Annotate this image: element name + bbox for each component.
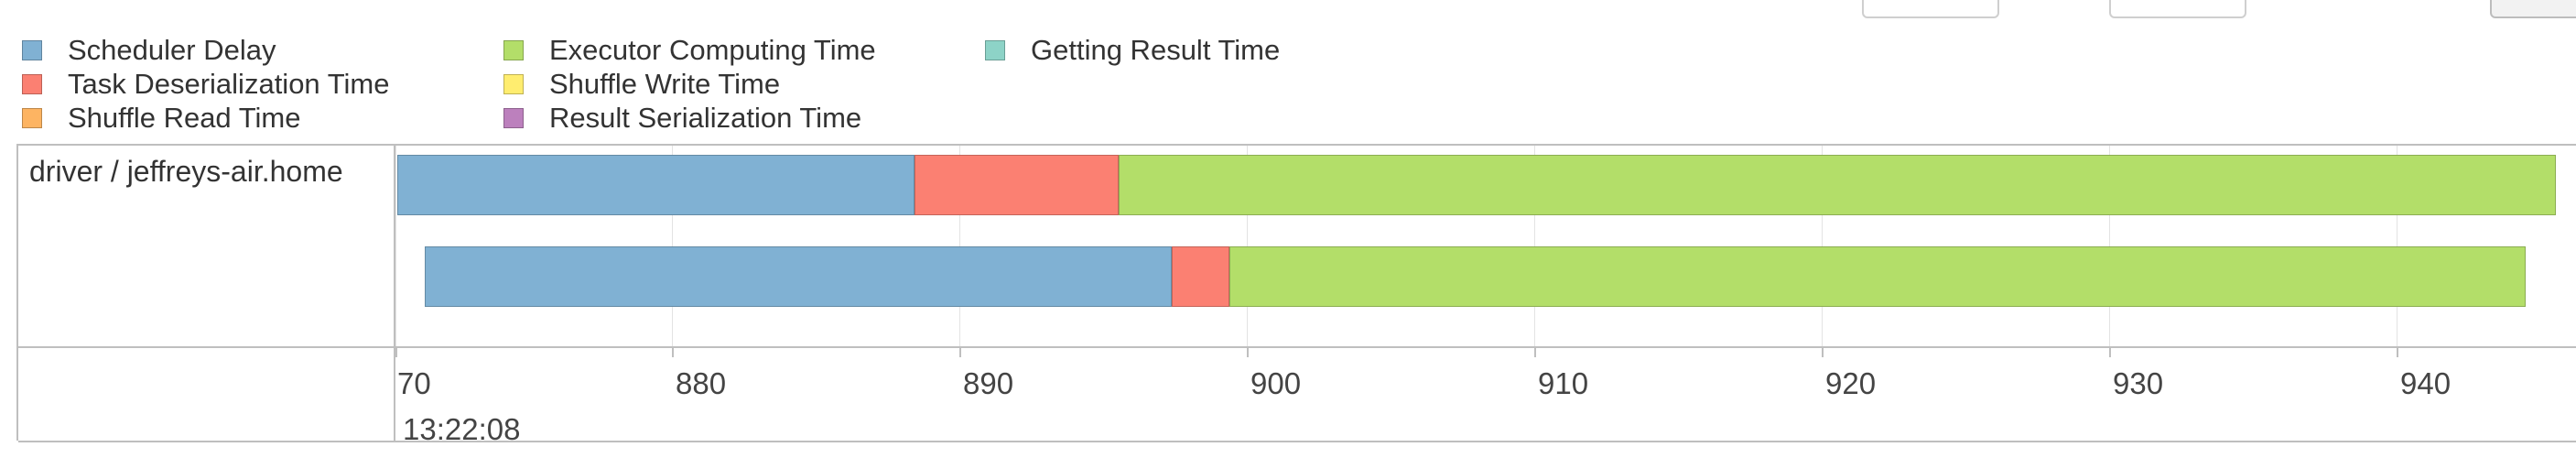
axis-tick-label: 920 [1825,366,1877,400]
task-timeline[interactable]: driver / jeffreys-air.home 70 880 890 90… [16,144,2576,446]
task-2-scheduler-delay-segment[interactable] [425,246,1173,307]
tick-mark [1534,348,1536,357]
tick-mark [672,348,674,357]
tick-mark [395,348,397,357]
timeline-items-area[interactable] [395,146,2576,347]
task-1-task-deserialization-time-segment[interactable] [915,155,1120,215]
tick-mark [1822,348,1824,357]
legend-swatch-shuffle-read [22,108,42,128]
task-1-scheduler-delay-segment[interactable] [397,155,915,215]
toolbar-control-2[interactable] [2109,0,2246,18]
tick-mark [2397,348,2398,357]
legend-label-task-deserialization: Task Deserialization Time [68,68,390,100]
toolbar-control-1[interactable] [1862,0,1999,18]
legend-label-result-serialization: Result Serialization Time [549,102,862,134]
legend-item-shuffle-write: Shuffle Write Time [503,68,781,100]
timeline-bottom-border [18,441,2576,442]
axis-tick-label: 910 [1538,366,1589,400]
tick-mark [959,348,961,357]
legend-item-result-serialization: Result Serialization Time [503,102,862,134]
legend-label-scheduler-delay: Scheduler Delay [68,34,276,66]
legend-item-getting-result: Getting Result Time [985,34,1281,66]
timeline-axis-left-cell [18,348,395,441]
legend-swatch-shuffle-write [503,74,524,94]
axis-tick-label: 940 [2400,366,2452,400]
legend-label-executor-computing: Executor Computing Time [549,34,876,66]
axis-tick-label: 890 [963,366,1014,400]
toolbar-control-3[interactable] [2490,0,2576,18]
legend-label-getting-result: Getting Result Time [1031,34,1281,66]
legend-item-scheduler-delay: Scheduler Delay [22,34,276,66]
legend-item-shuffle-read: Shuffle Read Time [22,102,301,134]
timeline-row-divider [18,346,2576,348]
legend-swatch-scheduler-delay [22,40,42,60]
task-1-executor-computing-time-segment[interactable] [1119,155,2557,215]
legend-item-task-deserialization: Task Deserialization Time [22,68,390,100]
legend-swatch-getting-result [985,40,1005,60]
tick-mark [2109,348,2111,357]
axis-major-time-label: 13:22:08 [403,412,521,446]
executor-group-label: driver / jeffreys-air.home [29,155,343,188]
task-2-task-deserialization-time-segment[interactable] [1172,246,1230,307]
axis-tick-label: 880 [676,366,727,400]
legend-swatch-result-serialization [503,108,524,128]
axis-tick-label: 70 [397,366,431,400]
task-2-executor-computing-time-segment[interactable] [1229,246,2527,307]
timeline-group-label-cell: driver / jeffreys-air.home [18,146,395,347]
axis-tick-label: 930 [2113,366,2164,400]
tick-mark [1247,348,1249,357]
legend-item-executor-computing: Executor Computing Time [503,34,876,66]
legend-label-shuffle-read: Shuffle Read Time [68,102,301,134]
timeline-time-axis: 70 880 890 900 910 920 930 940 13:22:08 [395,348,2576,446]
legend-swatch-executor-computing [503,40,524,60]
legend-label-shuffle-write: Shuffle Write Time [549,68,781,100]
timeline-legend: Scheduler Delay Task Deserialization Tim… [0,27,1373,147]
axis-tick-label: 900 [1250,366,1302,400]
legend-swatch-task-deserialization [22,74,42,94]
grid-line [395,146,396,347]
